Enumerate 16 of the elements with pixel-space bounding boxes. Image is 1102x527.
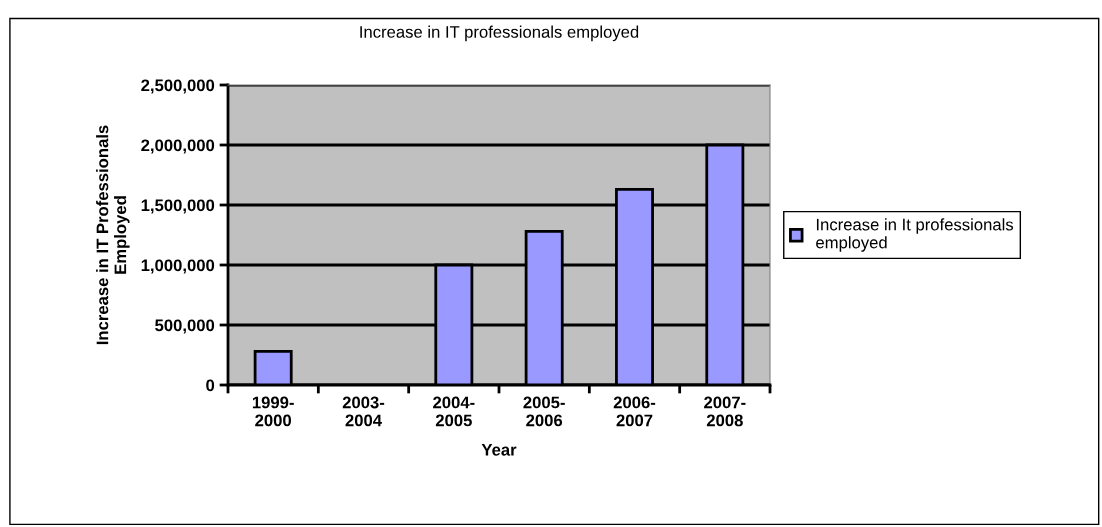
y-tick-label: 1,500,000	[141, 199, 215, 214]
x-axis-title: Year	[481, 444, 517, 456]
legend-label: Increase in It professionals employed	[816, 218, 1014, 252]
x-tick-label: 2007- 2008	[704, 396, 746, 427]
x-tick-label: 2005- 2006	[523, 396, 565, 427]
y-axis-title: Increase in IT Professionals Employed	[96, 125, 130, 345]
y-tick-label: 0	[206, 379, 215, 392]
x-tick-label: 1999- 2000	[252, 396, 294, 427]
x-tick-label: 2006- 2007	[613, 396, 656, 427]
x-tick-label: 2004- 2005	[433, 396, 475, 427]
y-tick-label: 2,000,000	[141, 139, 215, 154]
y-tick-label: 500,000	[155, 319, 215, 334]
chart-title: Increase in IT professionals employed	[360, 25, 639, 42]
x-tick-label: 2003- 2004	[342, 396, 385, 427]
y-tick-label: 1,000,000	[141, 259, 215, 274]
y-tick-label: 2,500,000	[141, 79, 215, 94]
